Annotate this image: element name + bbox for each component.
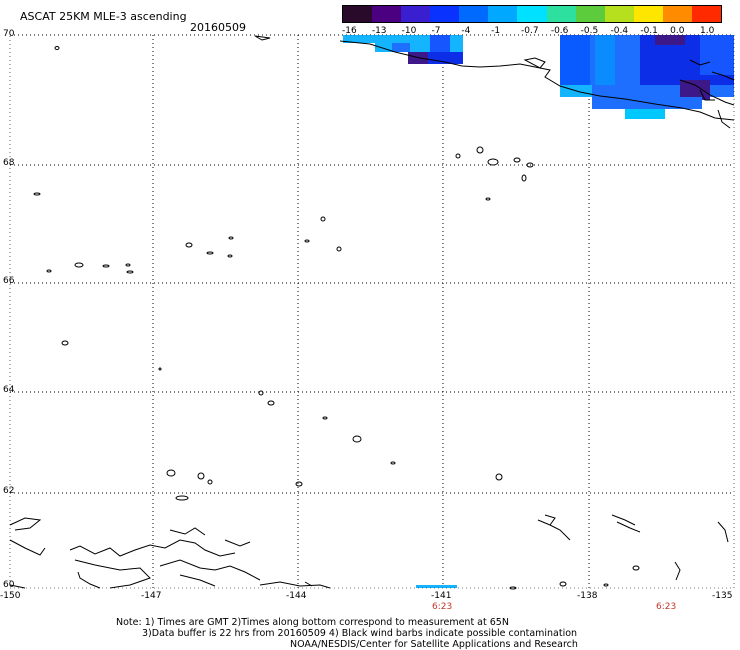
swath-cell <box>625 109 665 119</box>
note-line-1: Note: 1) Times are GMT 2)Times along bot… <box>116 617 509 628</box>
colorbar-tick-label: -0.6 <box>550 26 569 36</box>
colorbar-tick-label: 0.0 <box>670 26 685 36</box>
swath-cell <box>700 35 734 75</box>
colorbar-segment <box>430 6 460 22</box>
chart-title: ASCAT 25KM MLE-3 ascending <box>20 10 187 23</box>
time-label-2: 6:23 <box>656 602 677 612</box>
colorbar-tick-label: -0.7 <box>521 26 539 36</box>
lat-label-62: 62 <box>3 486 15 496</box>
lat-label-66: 66 <box>3 276 15 286</box>
colorbar-segment <box>343 6 373 22</box>
colorbar-tick-label: -0.5 <box>580 26 599 36</box>
colorbar-tick-label: -7 <box>431 26 441 36</box>
southern-coastline <box>9 514 729 589</box>
colorbar-segment <box>604 6 634 22</box>
colorbar-tick-label: -16 <box>342 26 357 36</box>
coastline <box>33 35 735 590</box>
swath-cell <box>343 35 463 43</box>
colorbar-segment <box>488 6 518 22</box>
colorbar-segment <box>575 6 605 22</box>
lon-label-138: -138 <box>577 591 598 601</box>
map-frame <box>9 34 735 589</box>
colorbar-segment <box>517 6 547 22</box>
lat-label-64: 64 <box>3 385 15 395</box>
swath-cell <box>595 35 615 85</box>
colorbar-tick-label: -0.1 <box>640 26 658 36</box>
colorbar-labels: -16 -13 -10 -7 -4 -1 -0.7 -0.6 -0.5 -0.4 -0.1 0.0 1.… <box>342 26 722 37</box>
swath-cell <box>392 43 410 52</box>
note-line-3: NOAA/NESDIS/Center for Satellite Applica… <box>290 639 578 650</box>
colorbar-tick-label: -13 <box>371 26 387 36</box>
lat-label-68: 68 <box>3 158 15 168</box>
colorbar-tick-label: -1 <box>491 26 501 36</box>
note-line-2: 3)Data buffer is 22 hrs from 20160509 4)… <box>142 628 578 639</box>
swath-cell <box>655 35 685 45</box>
colorbar-segment <box>633 6 663 22</box>
lon-label-135: -135 <box>712 591 733 601</box>
colorbar-segment <box>401 6 431 22</box>
colorbar <box>342 5 722 23</box>
colorbar-tick-label: -4 <box>461 26 471 36</box>
colorbar-segment <box>459 6 489 22</box>
colorbar-segment <box>372 6 402 22</box>
lon-label-147: -147 <box>141 591 162 601</box>
colorbar-tick-label: -0.4 <box>610 26 629 36</box>
colorbar-segment <box>546 6 576 22</box>
wind-swath <box>343 35 734 588</box>
colorbar-tick-label: 1.0 <box>700 26 715 36</box>
lat-label-60: 60 <box>3 580 15 590</box>
time-label-1: 6:23 <box>432 602 453 612</box>
lon-label-144: -144 <box>286 591 307 601</box>
lat-label-70: 70 <box>3 29 15 39</box>
lon-label-141: -141 <box>431 591 452 601</box>
date-label: 20160509 <box>190 21 246 34</box>
lon-label-150: -150 <box>0 591 21 601</box>
colorbar-tick-label: -10 <box>401 26 417 36</box>
swath-cell <box>430 35 450 52</box>
colorbar-segment <box>691 6 722 22</box>
swath-cell <box>416 585 457 588</box>
swath-cell <box>375 43 463 52</box>
colorbar-segment <box>662 6 692 22</box>
